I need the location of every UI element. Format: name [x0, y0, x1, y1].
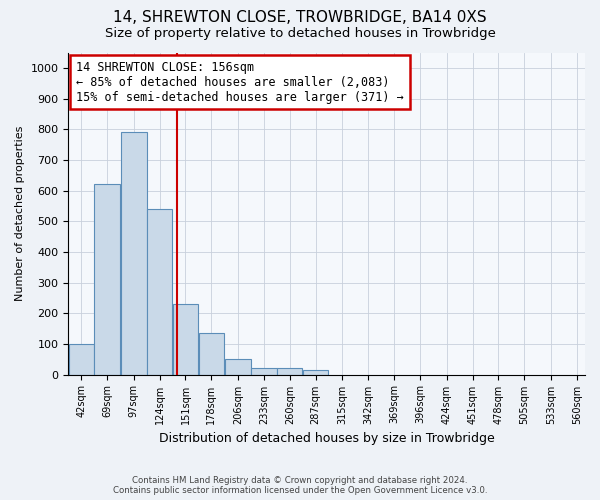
Y-axis label: Number of detached properties: Number of detached properties: [15, 126, 25, 301]
Bar: [303, 370, 328, 374]
Text: Size of property relative to detached houses in Trowbridge: Size of property relative to detached ho…: [104, 28, 496, 40]
Bar: [226, 359, 251, 374]
Text: Contains HM Land Registry data © Crown copyright and database right 2024.
Contai: Contains HM Land Registry data © Crown c…: [113, 476, 487, 495]
Bar: [277, 368, 302, 374]
X-axis label: Distribution of detached houses by size in Trowbridge: Distribution of detached houses by size …: [159, 432, 494, 445]
Text: 14, SHREWTON CLOSE, TROWBRIDGE, BA14 0XS: 14, SHREWTON CLOSE, TROWBRIDGE, BA14 0XS: [113, 10, 487, 25]
Bar: [199, 333, 224, 374]
Bar: [68, 344, 94, 374]
Bar: [121, 132, 146, 374]
Bar: [251, 368, 277, 374]
Bar: [94, 184, 120, 374]
Text: 14 SHREWTON CLOSE: 156sqm
← 85% of detached houses are smaller (2,083)
15% of se: 14 SHREWTON CLOSE: 156sqm ← 85% of detac…: [76, 60, 404, 104]
Bar: [173, 304, 198, 374]
Bar: [147, 209, 172, 374]
